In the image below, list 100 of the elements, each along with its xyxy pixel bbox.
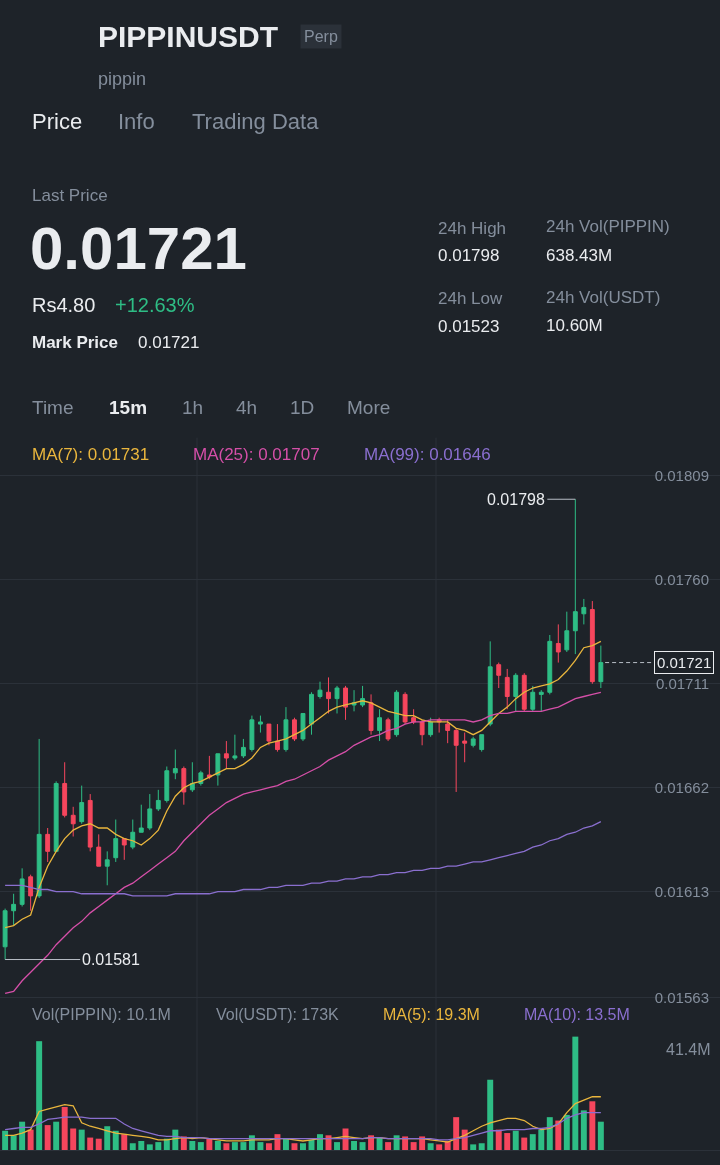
candlestick xyxy=(496,662,502,689)
candlestick xyxy=(2,908,8,961)
y-tick-label: 0.01711 xyxy=(655,675,709,693)
bar xyxy=(504,1133,511,1151)
bar xyxy=(112,1130,119,1151)
candlestick xyxy=(589,600,595,685)
candlestick xyxy=(249,715,255,753)
bar xyxy=(36,1041,43,1151)
bar xyxy=(512,1130,519,1151)
text: MA(7): 0.01731 xyxy=(32,445,150,464)
candlestick xyxy=(479,734,485,753)
candlestick xyxy=(232,734,238,761)
text: 4h xyxy=(236,397,258,418)
bar xyxy=(265,1143,272,1151)
bar xyxy=(61,1106,68,1151)
candlestick xyxy=(240,738,246,759)
candlestick xyxy=(300,712,306,742)
candlestick xyxy=(555,623,561,664)
candlestick xyxy=(411,708,417,725)
bar xyxy=(427,1143,434,1151)
candlestick xyxy=(487,640,493,727)
bar xyxy=(487,1079,494,1151)
candlestick xyxy=(36,738,42,899)
bar xyxy=(351,1140,358,1151)
candlestick xyxy=(198,770,204,787)
y-tick-label: 0.01613 xyxy=(654,882,709,900)
candlestick xyxy=(155,789,161,812)
candlestick xyxy=(334,685,340,714)
text: Trading Data xyxy=(192,109,320,134)
bar xyxy=(555,1120,562,1151)
text: Rs4.80 xyxy=(32,294,96,316)
text: 0.01721 xyxy=(30,215,247,282)
candlestick xyxy=(70,806,76,837)
candlestick xyxy=(317,681,323,700)
text: 41.4M xyxy=(666,1041,711,1058)
text: 1D xyxy=(290,397,315,418)
candlestick xyxy=(309,691,314,736)
y-tick-label: 0.01809 xyxy=(654,467,709,485)
bar xyxy=(385,1142,392,1151)
bar xyxy=(359,1142,366,1151)
bar xyxy=(393,1135,400,1151)
bar xyxy=(146,1144,153,1151)
bar xyxy=(104,1126,111,1151)
bar xyxy=(478,1143,485,1151)
bar xyxy=(121,1134,128,1151)
bar xyxy=(529,1134,536,1151)
text: 0.01721 xyxy=(138,333,200,352)
candlestick xyxy=(28,874,34,912)
bar xyxy=(223,1143,230,1151)
candlestick xyxy=(11,893,17,927)
bar xyxy=(410,1142,417,1151)
text: 24h Vol(PIPPIN) xyxy=(546,217,670,236)
bar xyxy=(53,1121,60,1151)
text: 0.01798 xyxy=(438,246,500,265)
bar xyxy=(155,1142,162,1151)
candlestick xyxy=(394,689,400,738)
text: pippin xyxy=(98,69,147,89)
text: MA(25): 0.01707 xyxy=(193,445,320,464)
candlestick xyxy=(172,749,178,780)
candlestick xyxy=(96,833,102,867)
bar xyxy=(368,1135,375,1151)
text: Price xyxy=(32,109,83,134)
candlestick xyxy=(121,838,127,861)
bar xyxy=(206,1138,213,1151)
annotation: 0.01798 xyxy=(487,491,545,508)
candlestick xyxy=(292,717,297,742)
bar xyxy=(300,1143,306,1151)
candlestick xyxy=(283,706,289,753)
candlestick xyxy=(564,611,570,653)
text: Info xyxy=(118,109,155,134)
candlestick xyxy=(547,634,553,695)
text: PIPPINUSDT xyxy=(98,20,279,53)
candlestick xyxy=(530,685,536,712)
candlestick xyxy=(377,708,383,742)
bar xyxy=(546,1117,553,1151)
text: 24h High xyxy=(438,219,507,238)
bar xyxy=(453,1117,460,1151)
candlestick xyxy=(351,689,357,712)
candlestick xyxy=(343,685,348,721)
bar xyxy=(44,1125,51,1151)
candlestick xyxy=(402,691,408,725)
bar xyxy=(70,1128,77,1151)
bar xyxy=(214,1140,221,1151)
bar xyxy=(589,1101,596,1151)
candlestick xyxy=(181,766,187,806)
candlestick xyxy=(164,766,170,804)
text: MA(99): 0.01646 xyxy=(364,445,491,464)
bar xyxy=(563,1114,570,1151)
bar xyxy=(402,1136,409,1151)
candlestick xyxy=(445,719,451,744)
text: 24h Vol(USDT) xyxy=(546,288,661,307)
bar xyxy=(495,1129,502,1151)
text: 638.43M xyxy=(546,246,613,265)
series-label: Vol(PIPPIN): 10.1M xyxy=(32,1006,171,1023)
bar xyxy=(87,1137,94,1151)
bar xyxy=(342,1128,349,1151)
candlestick xyxy=(113,819,119,863)
bar xyxy=(274,1134,281,1151)
bar xyxy=(231,1142,238,1151)
bar xyxy=(19,1121,26,1151)
